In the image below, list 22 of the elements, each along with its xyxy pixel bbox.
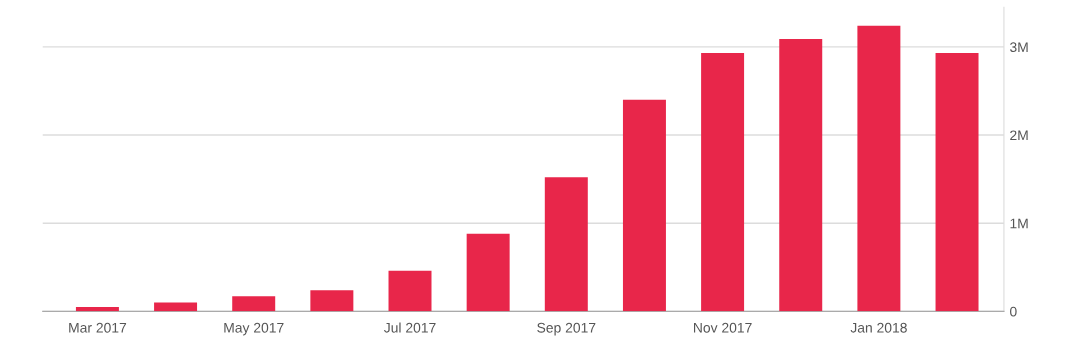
- y-tick-label: 2M: [1010, 130, 1028, 141]
- bar: [701, 53, 745, 312]
- x-tick-label: Mar 2017: [69, 322, 127, 333]
- bar: [544, 177, 588, 312]
- x-tick-label: Jul 2017: [383, 322, 436, 333]
- bar: [935, 53, 979, 312]
- bar: [154, 302, 198, 312]
- bar: [779, 38, 823, 312]
- x-tick-label: Sep 2017: [537, 322, 596, 336]
- bar: [310, 290, 354, 312]
- bar: [75, 306, 119, 312]
- x-tick-label: Jan 2018: [850, 322, 907, 333]
- y-tick-label: 0: [1010, 306, 1017, 317]
- x-tick-label: May 2017: [224, 322, 284, 336]
- bar: [622, 99, 666, 312]
- x-tick-label: Nov 2017: [694, 322, 752, 333]
- y-tick-label: 3M: [1010, 42, 1028, 53]
- bar: [466, 233, 510, 312]
- bar: [232, 296, 276, 312]
- bar: [857, 25, 901, 312]
- y-tick-label: 1M: [1010, 218, 1028, 229]
- bar: [388, 270, 432, 312]
